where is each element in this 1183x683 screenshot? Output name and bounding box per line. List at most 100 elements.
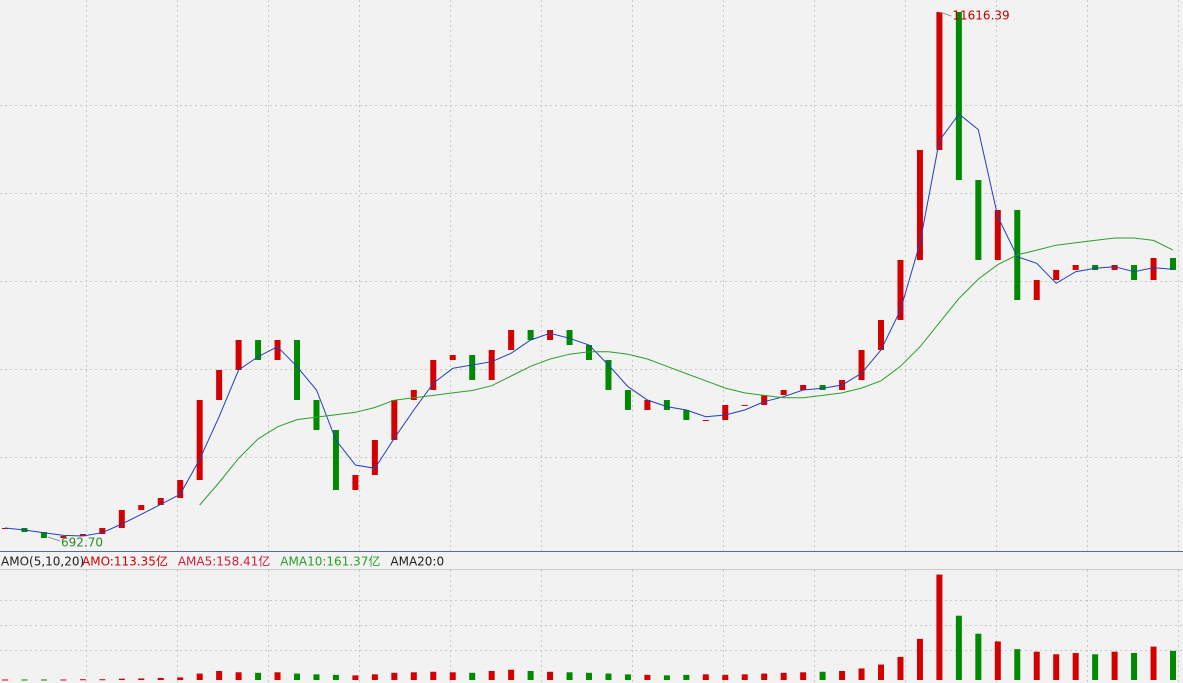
volume-bar [819, 671, 826, 680]
volume-bar [858, 668, 865, 680]
volume-bar [313, 674, 320, 680]
candle [313, 400, 320, 431]
volume-bar [118, 678, 125, 680]
candle [294, 340, 300, 401]
volume-bar [916, 638, 923, 680]
volume-bar [488, 671, 495, 680]
high-marker [939, 11, 952, 17]
ma-line [4, 113, 1174, 537]
volume-bar [40, 679, 47, 681]
volume-bar [469, 672, 476, 680]
volume-bar [624, 674, 631, 680]
candle [410, 389, 417, 401]
candle [196, 400, 203, 481]
volume-bar [586, 672, 592, 680]
candle [897, 260, 904, 321]
candle [430, 360, 437, 390]
candle [1150, 258, 1157, 281]
volume-bar [644, 674, 651, 680]
volume-bar [99, 679, 106, 681]
candle [138, 504, 145, 511]
candle [527, 329, 534, 341]
volume-bar [955, 615, 962, 680]
candle [741, 404, 748, 406]
volume-bar [21, 679, 28, 681]
volume-bar [1111, 651, 1118, 680]
volume-bar [255, 672, 262, 680]
candle [1033, 280, 1040, 301]
volume-bar [780, 672, 787, 680]
candle [722, 404, 729, 421]
volume-bar [410, 672, 417, 680]
volume-bar [274, 672, 281, 680]
volume-bar [1072, 653, 1079, 680]
volume-bar [878, 664, 884, 680]
volume-bar [157, 677, 164, 680]
candle [858, 349, 865, 381]
volume-bar [79, 679, 86, 681]
indicator-value: AMA10:161.37亿 [280, 554, 380, 569]
candle [780, 389, 787, 396]
candle [216, 369, 223, 401]
candle [371, 440, 378, 475]
volume-bar [683, 674, 690, 680]
indicator-value: AMO:113.35亿 [82, 554, 168, 569]
candle [644, 400, 651, 410]
candle [235, 340, 242, 370]
candle [800, 384, 807, 390]
volume-bar [975, 633, 982, 680]
candle [1111, 264, 1118, 270]
ma-line [199, 237, 1174, 506]
candle [352, 474, 359, 490]
volume-bar [449, 672, 456, 680]
volume-bar [722, 674, 729, 680]
volume-bar [196, 673, 203, 680]
candle [586, 344, 592, 361]
volume-bar [527, 671, 534, 680]
volume-bar [177, 677, 184, 680]
volume-bar [352, 675, 359, 680]
volume-bar [60, 679, 67, 681]
volume-bar [430, 671, 437, 680]
volume-bar [391, 672, 398, 680]
volume-bar [508, 669, 515, 680]
candle [79, 534, 86, 537]
candle [469, 355, 476, 381]
volume-bar [1170, 650, 1176, 680]
candle [332, 430, 339, 490]
low-marker [47, 536, 61, 542]
volume-bar [138, 678, 145, 680]
candle [1053, 269, 1060, 281]
candle [274, 340, 281, 361]
high-label: 11616.39 [952, 8, 1009, 22]
volume-bar [1014, 649, 1021, 680]
candle [1131, 264, 1138, 281]
volume-bar [761, 673, 768, 680]
candle [1092, 264, 1099, 270]
candle [40, 532, 47, 539]
volume-bar [1131, 653, 1138, 680]
candle [916, 149, 923, 261]
volume-bar [936, 574, 943, 680]
candle [391, 400, 398, 441]
volume-bar [1053, 654, 1060, 680]
volume-bar [371, 674, 378, 680]
candle [1072, 264, 1079, 270]
volume-bar [741, 674, 748, 680]
volume-bar [547, 671, 554, 680]
volume-bar [1150, 646, 1157, 680]
volume-bar [897, 656, 904, 680]
candle [449, 355, 456, 361]
candle [488, 349, 495, 381]
volume-bar [1033, 651, 1040, 680]
volume-bar [702, 674, 709, 680]
candle [118, 510, 125, 528]
volume-bar [332, 674, 339, 680]
candle [702, 420, 709, 422]
indicator-value: AMA20:0 [390, 555, 444, 569]
volume-bar [2, 679, 8, 681]
volume-bar [235, 672, 242, 680]
volume-bar [663, 675, 670, 680]
candle [605, 360, 612, 390]
